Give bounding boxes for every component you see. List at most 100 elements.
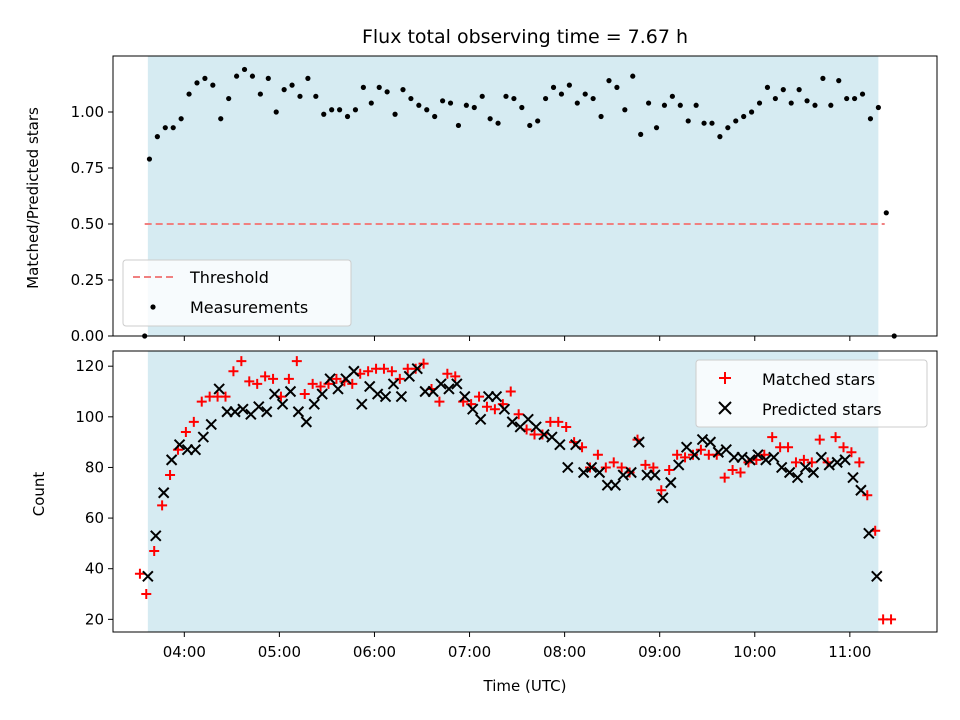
- predicted-stars-point: [673, 459, 685, 471]
- predicted-stars-point: [593, 466, 606, 479]
- measurement-point: [535, 118, 541, 124]
- measurement-point: [305, 75, 311, 81]
- predicted-stars-point: [855, 484, 867, 496]
- legend-measurements-swatch: [150, 304, 156, 310]
- measurement-point: [273, 109, 279, 115]
- predicted-stars-point: [490, 390, 503, 403]
- measurement-point: [257, 91, 263, 97]
- y-tick-label: 120: [75, 357, 104, 375]
- measurement-point: [344, 113, 351, 120]
- predicted-stars-point: [348, 365, 360, 377]
- predicted-stars-point: [474, 413, 487, 426]
- predicted-stars-point: [847, 471, 859, 484]
- measurement-point: [828, 102, 834, 108]
- measurement-point: [392, 111, 398, 117]
- measurement-point: [495, 120, 501, 126]
- legend-matched-label: Matched stars: [762, 370, 875, 389]
- predicted-stars-point: [213, 383, 225, 395]
- matched-stars-point: [434, 396, 445, 407]
- measurement-point: [352, 107, 359, 113]
- measurement-point: [265, 75, 271, 81]
- matched-stars-point: [386, 366, 397, 377]
- measurement-point: [178, 116, 184, 122]
- measurement-point: [709, 120, 715, 126]
- predicted-stars-point: [562, 461, 574, 474]
- matched-stars-point: [236, 356, 247, 367]
- predicted-stars-point: [704, 436, 717, 448]
- matched-stars-point: [299, 389, 310, 400]
- measurement-point: [646, 100, 652, 106]
- matched-stars-point: [648, 462, 659, 473]
- predicted-stars-point: [237, 403, 249, 415]
- matched-stars-point: [244, 376, 255, 387]
- measurement-point: [653, 125, 660, 131]
- matched-stars-point: [505, 386, 516, 397]
- y-tick-label: 80: [85, 458, 104, 476]
- matched-stars-point: [481, 401, 492, 412]
- matched-stars-point: [672, 449, 683, 460]
- matched-stars-point: [165, 470, 176, 481]
- measurement-point: [162, 125, 168, 131]
- matched-stars-point: [283, 373, 294, 384]
- matched-stars-point: [616, 462, 627, 473]
- legend-box: [695, 359, 928, 428]
- predicted-stars-point: [585, 461, 598, 474]
- predicted-stars-point: [696, 433, 709, 446]
- predicted-stars-point: [205, 418, 217, 431]
- predicted-stars-point: [165, 454, 178, 466]
- measurement-point: [368, 100, 374, 106]
- measurement-point: [241, 66, 248, 73]
- predicted-stars-point: [783, 466, 796, 479]
- legend-measurements-label: Measurements: [190, 298, 308, 317]
- measurement-point: [384, 89, 390, 95]
- predicted-stars-point: [316, 388, 328, 400]
- predicted-stars-point: [807, 466, 820, 479]
- measurement-point: [234, 73, 240, 79]
- predicted-stars-point: [791, 471, 804, 484]
- measurement-point: [471, 104, 477, 111]
- measurement-point: [416, 102, 422, 108]
- predicted-stars-point: [688, 449, 701, 461]
- predicted-stars-point: [229, 406, 241, 418]
- plot-frame: [112, 350, 938, 633]
- measurement-point: [756, 100, 763, 106]
- predicted-stars-point: [768, 451, 780, 464]
- predicted-stars-point: [498, 403, 511, 415]
- count-y-axis-label: Count: [30, 472, 48, 517]
- measurement-point: [883, 210, 889, 216]
- chart-title: Flux total observing time = 7.67 h: [362, 26, 688, 48]
- x-tick-label: 11:00: [828, 643, 871, 661]
- legend-threshold-label: Threshold: [189, 268, 269, 287]
- measurement-point: [376, 84, 382, 90]
- measurement-point: [432, 113, 438, 120]
- measurement-point: [836, 78, 842, 84]
- measurement-point: [693, 102, 699, 108]
- matched-stars-point: [149, 545, 160, 556]
- measurement-point: [606, 78, 612, 84]
- predicted-stars-point: [863, 527, 875, 539]
- measurement-point: [543, 95, 549, 102]
- predicted-stars-point: [609, 479, 622, 491]
- matched-stars-point: [474, 391, 485, 402]
- measurement-point: [400, 87, 406, 93]
- measurement-point: [852, 95, 858, 102]
- matched-stars-point: [537, 429, 548, 440]
- predicted-stars-point: [197, 431, 210, 443]
- measurement-point: [210, 82, 216, 88]
- measurement-point: [297, 93, 303, 99]
- matched-stars-point: [608, 457, 619, 468]
- measurement-point: [598, 113, 604, 120]
- predicted-stars-point: [189, 444, 202, 456]
- matched-stars-point: [695, 444, 706, 455]
- predicted-stars-point: [823, 459, 835, 471]
- matched-stars-point: [307, 378, 318, 389]
- measurement-point: [440, 98, 446, 104]
- legend-box: [122, 259, 352, 327]
- measurement-point: [867, 116, 874, 122]
- matched-stars-point: [814, 434, 825, 445]
- matched-stars-point: [141, 589, 152, 600]
- measurement-point: [170, 125, 176, 131]
- measurement-point: [622, 107, 628, 113]
- matched-stars-point: [196, 396, 207, 407]
- measurement-point: [590, 95, 596, 102]
